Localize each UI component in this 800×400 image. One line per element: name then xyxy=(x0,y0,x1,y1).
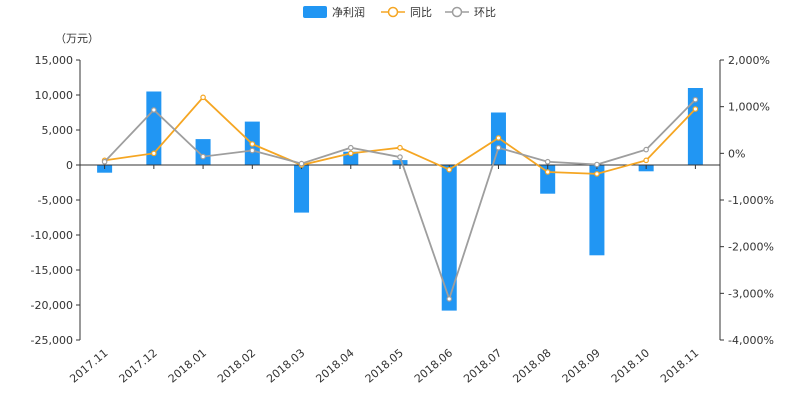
legend-marker-yoy xyxy=(387,6,399,18)
yoy-point xyxy=(544,169,551,175)
unit-label: （万元） xyxy=(55,32,99,45)
x-tick-label: 2018.02 xyxy=(215,346,258,385)
x-tick-label: 2018.11 xyxy=(658,346,701,385)
net-profit-bar xyxy=(195,139,211,165)
mom-point xyxy=(544,158,551,165)
legend: 净利润 同比 环比 xyxy=(303,5,496,19)
mom-line xyxy=(103,99,697,302)
mom-point xyxy=(643,146,649,153)
left-tick-label: 5,000 xyxy=(42,124,74,137)
left-axis-ticks: 15,000 10,000 5,000 0 -5,000 -10,000 -15,000 -2… xyxy=(31,54,80,347)
left-tick-label: 0 xyxy=(66,159,73,172)
x-tick-label: 2018.01 xyxy=(166,346,209,385)
legend-marker-mom xyxy=(451,6,463,18)
x-tick-label: 2017.12 xyxy=(117,346,160,385)
yoy-point xyxy=(249,141,256,147)
x-tick-label: 2018.10 xyxy=(609,346,652,385)
mom-point xyxy=(101,158,108,165)
x-tick-label: 2017.11 xyxy=(67,346,110,385)
yoy-point xyxy=(446,166,453,173)
yoy-point xyxy=(151,150,157,157)
right-tick-label: -4,000% xyxy=(728,334,774,347)
mom-point xyxy=(446,296,453,302)
right-tick-label: 0% xyxy=(728,147,745,160)
right-tick-label: -1,000% xyxy=(728,194,774,207)
x-axis-ticks: 2017.11 2017.12 2018.01 2018.02 2018.03 2018.… xyxy=(67,165,701,386)
mom-point xyxy=(347,144,354,151)
yoy-point xyxy=(594,171,600,177)
left-tick-label: -15,000 xyxy=(31,264,73,277)
left-tick-label: -5,000 xyxy=(38,194,73,207)
x-tick-label: 2018.07 xyxy=(461,346,504,385)
mom-point xyxy=(495,144,502,151)
x-tick-label: 2018.08 xyxy=(510,346,553,385)
legend-label-yoy: 同比 xyxy=(410,6,432,19)
mom-point xyxy=(397,154,403,160)
left-tick-label: 15,000 xyxy=(35,54,74,67)
right-tick-label: -3,000% xyxy=(728,287,774,300)
left-tick-label: -25,000 xyxy=(31,334,73,347)
mom-point xyxy=(200,153,206,160)
legend-label-net-profit: 净利润 xyxy=(332,5,365,19)
x-tick-label: 2018.06 xyxy=(412,346,455,385)
net-profit-bar xyxy=(294,165,310,213)
legend-swatch-net-profit xyxy=(303,6,327,18)
net-profit-bar xyxy=(441,165,457,311)
yoy-point xyxy=(200,94,206,101)
net-profit-bar xyxy=(146,91,162,165)
net-profit-bar xyxy=(687,88,703,165)
mom-point xyxy=(594,161,600,168)
yoy-point xyxy=(643,157,649,164)
net-profit-bar xyxy=(392,160,408,165)
legend-label-mom: 环比 xyxy=(474,6,496,19)
mom-point xyxy=(249,147,256,154)
x-tick-label: 2018.05 xyxy=(363,346,406,385)
rate-lines xyxy=(101,94,699,302)
left-tick-label: -10,000 xyxy=(31,229,73,242)
right-tick-label: 1,000% xyxy=(728,101,770,114)
right-tick-label: -2,000% xyxy=(728,241,774,254)
mom-point xyxy=(692,96,699,103)
left-tick-label: -20,000 xyxy=(31,299,73,312)
x-tick-label: 2018.04 xyxy=(313,346,356,385)
net-profit-bars xyxy=(97,88,703,311)
net-profit-bar xyxy=(589,165,605,256)
left-tick-label: 10,000 xyxy=(35,89,74,102)
yoy-point xyxy=(347,150,354,157)
right-axis-ticks: 2,000% 1,000% 0% -1,000% -2,000% -3,000% -4,00… xyxy=(720,54,774,347)
yoy-point xyxy=(692,106,699,112)
x-tick-label: 2018.09 xyxy=(560,346,603,385)
yoy-point xyxy=(397,144,403,151)
right-tick-label: 2,000% xyxy=(728,54,770,67)
mom-point xyxy=(151,107,157,113)
mom-point xyxy=(298,160,305,167)
x-tick-label: 2018.03 xyxy=(264,346,307,385)
yoy-point xyxy=(495,135,502,141)
